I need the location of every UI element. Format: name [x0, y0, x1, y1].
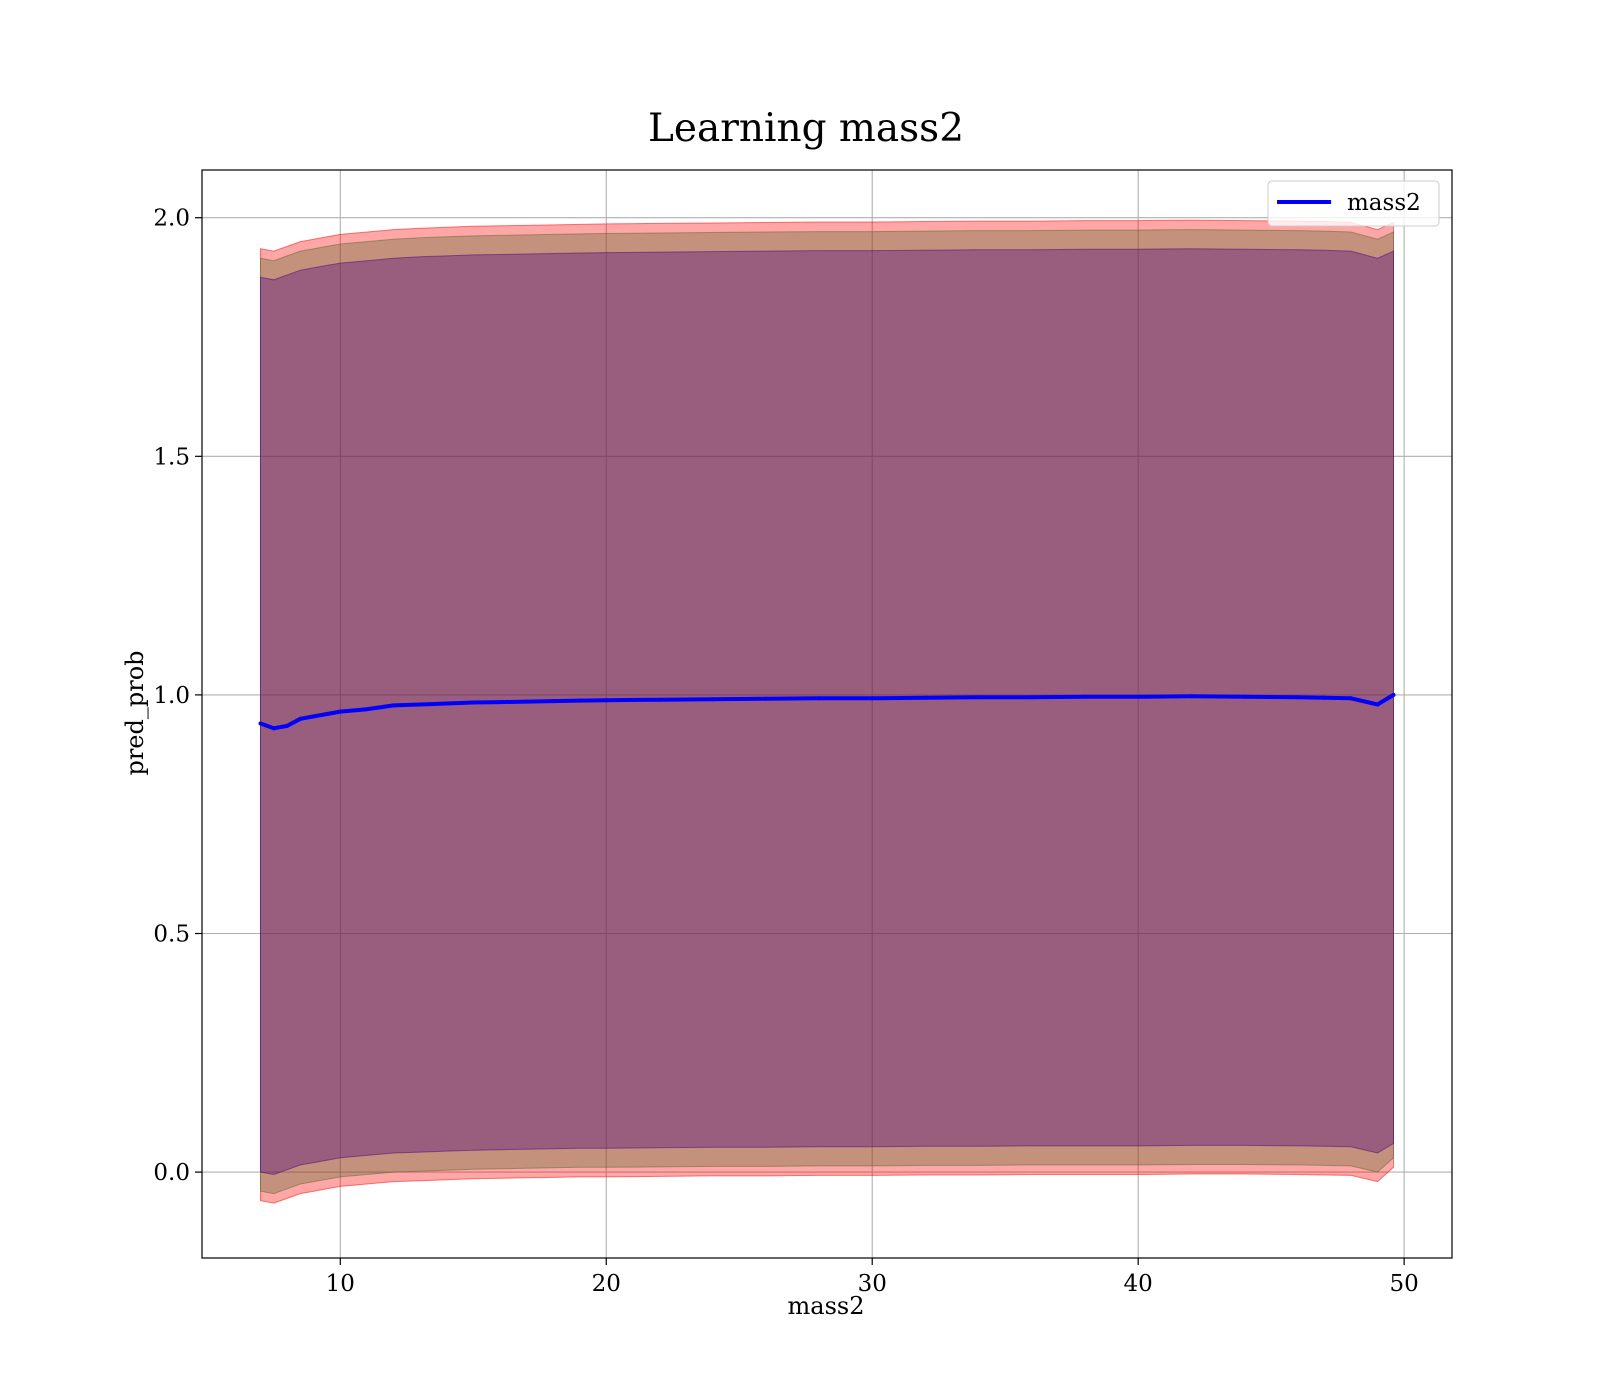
axes-frame: [201, 169, 1453, 1259]
y-tick-label: 1.0: [153, 683, 190, 709]
band-1: [260, 229, 1394, 1195]
data-point: [1083, 694, 1087, 699]
data-point: [524, 699, 529, 704]
data-point: [418, 702, 423, 707]
y-tick-label: 0.0: [153, 1160, 190, 1186]
series-line-0: [259, 693, 1395, 731]
data-point: [444, 701, 449, 706]
data-point: [1391, 692, 1396, 697]
data-point: [285, 723, 290, 728]
legend-label-mass2: mass2: [1347, 190, 1421, 216]
band-2: [260, 248, 1394, 1176]
data-point: [258, 721, 263, 726]
series-lines: [258, 692, 1396, 731]
data-point: [710, 697, 715, 702]
data-point: [763, 696, 768, 701]
data-point: [325, 712, 329, 716]
legend-box: [1267, 180, 1440, 227]
band-0: [260, 219, 1394, 1204]
y-axis-ticks: 0.0 0.5 1.0 1.5 2.0: [153, 206, 202, 1186]
y-axis-label: pred_prob: [121, 650, 149, 775]
data-point: [338, 709, 343, 714]
confidence-bands: [260, 219, 1394, 1204]
x-tick-label: 40: [1124, 1271, 1153, 1297]
data-point: [551, 699, 556, 704]
x-tick-label: 30: [858, 1271, 887, 1297]
y-tick-label: 0.5: [153, 922, 190, 948]
data-point: [976, 695, 981, 700]
x-axis-ticks: 10 20 30 40 50: [326, 1258, 1419, 1297]
data-point: [1375, 702, 1380, 707]
data-point: [271, 726, 276, 731]
chart-title: Learning mass2: [648, 106, 964, 151]
data-point: [817, 696, 821, 701]
plot-area: [201, 169, 1453, 1259]
data-point: [364, 707, 369, 712]
x-axis-label: mass2: [788, 1292, 865, 1320]
data-point: [1029, 695, 1034, 700]
data-point: [298, 716, 303, 721]
data-point: [1189, 694, 1194, 699]
data-point: [1295, 695, 1300, 700]
data-point: [311, 714, 316, 719]
x-tick-label: 10: [326, 1271, 355, 1297]
x-tick-label: 50: [1389, 1271, 1418, 1297]
data-point: [497, 700, 502, 705]
data-point: [391, 703, 396, 708]
legend: mass2: [1267, 180, 1440, 227]
data-point: [1348, 696, 1353, 701]
data-point: [870, 696, 875, 701]
y-tick-label: 2.0: [153, 206, 190, 232]
data-point: [1322, 695, 1327, 700]
data-point: [657, 697, 662, 702]
data-point: [923, 695, 928, 700]
y-tick-label: 1.5: [153, 444, 190, 470]
data-point: [604, 698, 609, 703]
x-tick-label: 20: [592, 1271, 621, 1297]
data-point: [577, 698, 582, 703]
data-point: [471, 700, 476, 705]
data-point: [1242, 694, 1247, 699]
grid-lines: [202, 170, 1452, 1258]
data-point: [1136, 694, 1141, 699]
